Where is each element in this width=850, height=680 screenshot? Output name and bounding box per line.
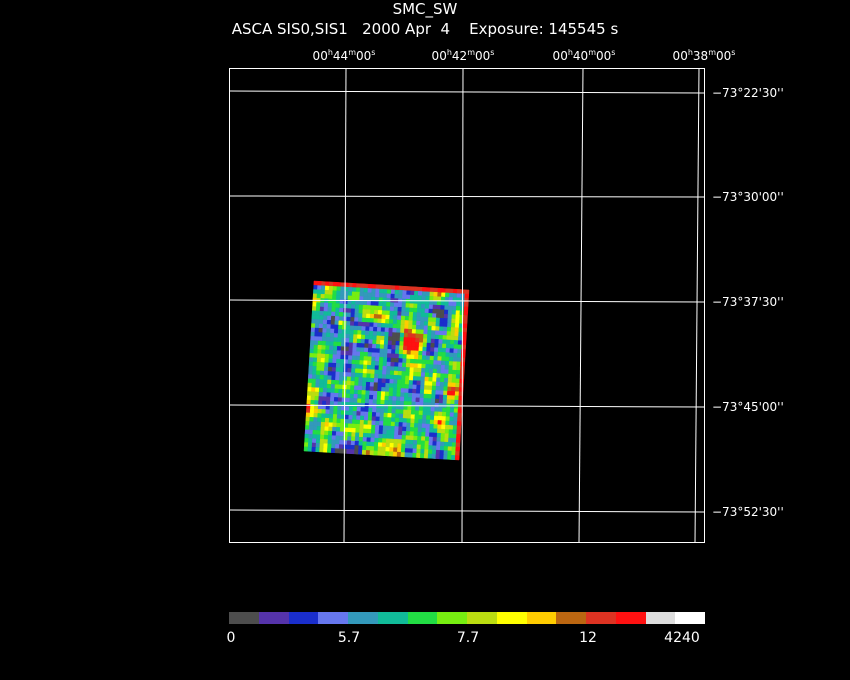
ra-label: 00h42m00s — [431, 48, 495, 63]
dec-grid-line — [229, 195, 705, 198]
dec-label: −73°37'30'' — [712, 295, 784, 309]
colorbar-swatch — [675, 612, 705, 624]
dec-label: −73°52'30'' — [712, 505, 784, 519]
coordinate-grid — [229, 68, 705, 543]
ra-label: 00h38m00s — [672, 48, 736, 63]
colorbar-swatch — [586, 612, 616, 624]
sky-image-frame — [229, 68, 705, 543]
colorbar-swatch — [526, 612, 557, 624]
colorbar-swatch — [615, 612, 646, 624]
x-ray-image — [303, 280, 470, 461]
dec-grid-line — [229, 90, 705, 94]
dec-grid-line — [229, 299, 705, 303]
colorbar — [229, 612, 705, 624]
observation-info: ASCA SIS0,SIS1 2000 Apr 4 Exposure: 1455… — [231, 20, 619, 38]
ra-label: 00h40m00s — [552, 48, 616, 63]
dec-grid-line — [229, 509, 705, 513]
colorbar-tick-label: 5.7 — [337, 630, 361, 646]
colorbar-swatch — [437, 612, 467, 624]
colorbar-swatch — [645, 612, 676, 624]
colorbar-swatch — [556, 612, 586, 624]
dec-grid-line — [229, 404, 705, 408]
colorbar-swatch — [229, 612, 259, 624]
colorbar-swatch — [318, 612, 348, 624]
dec-label: −73°22'30'' — [712, 86, 784, 100]
colorbar-swatch — [348, 612, 378, 624]
colorbar-swatch — [467, 612, 497, 624]
colorbar-tick-label: 7.7 — [456, 630, 480, 646]
colorbar-swatch — [377, 612, 408, 624]
colorbar-swatch — [288, 612, 319, 624]
ra-grid-line — [461, 68, 464, 543]
ra-grid-line — [343, 68, 347, 543]
image-title: SMC_SW — [392, 0, 458, 18]
ra-grid-line — [694, 68, 700, 543]
colorbar-swatch — [258, 612, 289, 624]
colorbar-swatch — [496, 612, 527, 624]
dec-label: −73°30'00'' — [712, 190, 784, 204]
colorbar-tick-label: 0 — [226, 630, 236, 646]
ra-label: 00h44m00s — [312, 48, 376, 63]
colorbar-swatch — [407, 612, 438, 624]
colorbar-tick-label: 12 — [579, 630, 597, 646]
dec-label: −73°45'00'' — [712, 400, 784, 414]
ra-grid-line — [578, 68, 584, 543]
colorbar-tick-label: 4240 — [664, 630, 700, 646]
